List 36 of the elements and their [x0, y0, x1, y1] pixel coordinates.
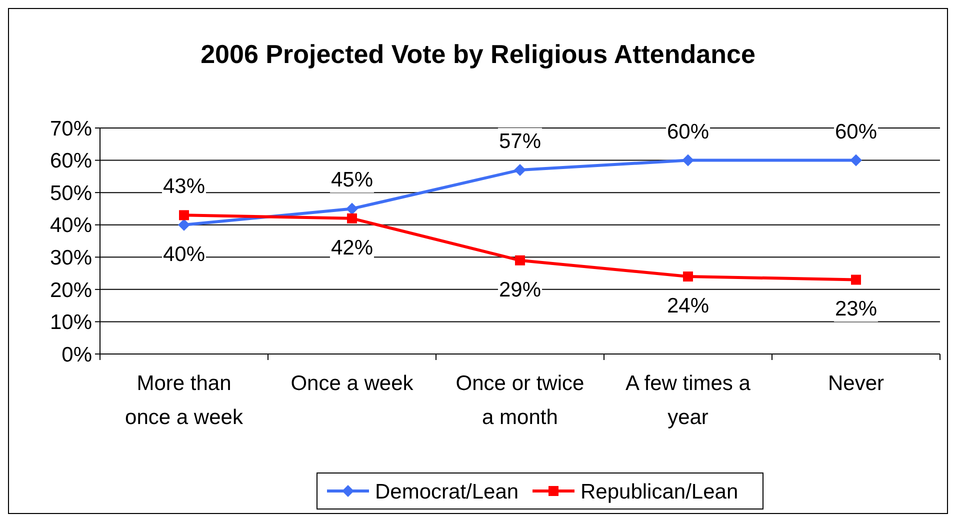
data-label: 40%	[162, 242, 206, 266]
point	[515, 255, 525, 266]
x-tick-label: A few times a year	[626, 372, 751, 429]
point	[179, 210, 189, 220]
data-label: 24%	[666, 294, 710, 318]
y-tick-label: 30%	[50, 246, 92, 270]
data-label: 43%	[162, 175, 206, 198]
point	[683, 272, 693, 282]
y-tick-label: 40%	[50, 214, 92, 238]
chart-title: 2006 Projected Vote by Religious Attendance	[200, 39, 756, 69]
y-tick-label: 10%	[50, 311, 92, 334]
data-label: 42%	[330, 236, 374, 260]
point	[682, 154, 694, 166]
point	[178, 218, 190, 231]
point	[347, 213, 357, 224]
y-tick-label: 0%	[62, 343, 92, 366]
data-label: 29%	[498, 278, 542, 302]
point	[514, 164, 526, 176]
y-tick-label: 50%	[50, 182, 92, 205]
y-tick-label: 20%	[50, 278, 92, 302]
data-label: 57%	[498, 130, 542, 153]
legend-label: Republican/Lean	[580, 480, 738, 504]
x-tick-label: Never	[828, 372, 884, 395]
data-label: 45%	[330, 168, 374, 192]
x-tick-label: Once or twice a month	[456, 372, 584, 429]
x-tick-label: Once a week	[290, 372, 414, 395]
data-label: 60%	[834, 120, 878, 144]
data-label: 60%	[666, 120, 710, 144]
point	[851, 274, 861, 285]
y-tick-label: 70%	[50, 117, 92, 140]
x-tick-label: More than once a week	[125, 372, 244, 429]
point	[850, 154, 862, 166]
data-label: 23%	[834, 298, 878, 321]
y-tick-label: 60%	[50, 150, 92, 173]
legend-label: Democrat/Lean	[375, 480, 519, 504]
point	[346, 202, 358, 215]
